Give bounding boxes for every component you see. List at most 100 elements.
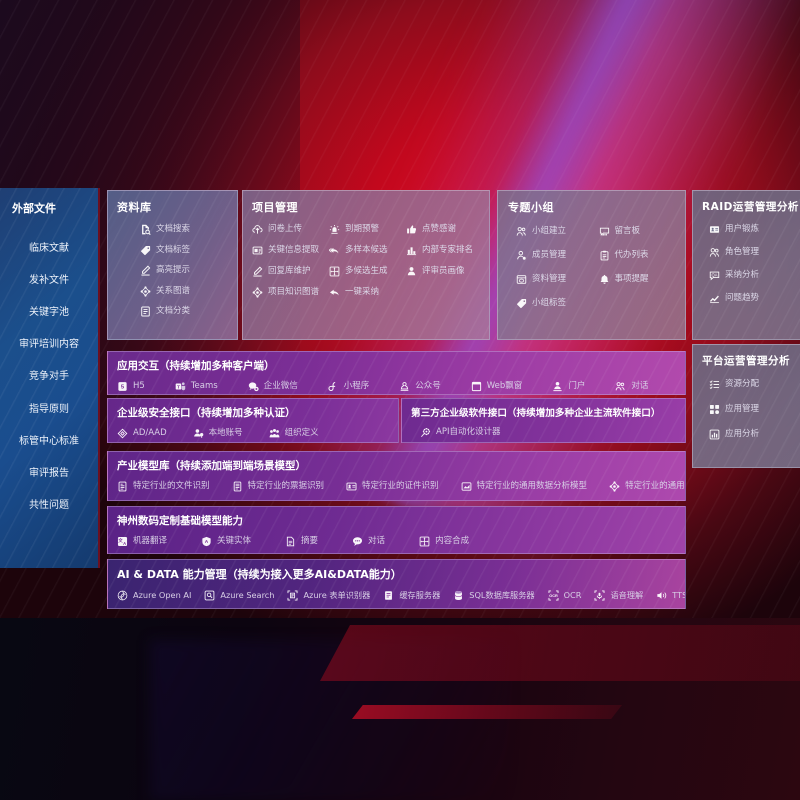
bell-icon bbox=[599, 274, 610, 285]
group-item-reminder[interactable]: 事项提醒 bbox=[599, 274, 678, 285]
project-item-knowledge-graph[interactable]: 项目知识图谱 bbox=[252, 287, 327, 298]
band-app-item-h5[interactable]: 5 H5 bbox=[117, 381, 145, 392]
svg-text:QA: QA bbox=[712, 272, 718, 277]
band-ai-item-openai[interactable]: Azure Open AI bbox=[117, 590, 191, 601]
band-ai-item-cache-server[interactable]: 缓存服务器 bbox=[383, 590, 440, 601]
sidebar-item-5[interactable]: 指导原则 bbox=[29, 403, 69, 415]
svg-text:A: A bbox=[205, 539, 209, 545]
project-item-upload[interactable]: 问卷上传 bbox=[252, 224, 327, 235]
band-model-item-knowledge-graph[interactable]: 特定行业的通用知识图谱模型 bbox=[609, 481, 685, 492]
graph-network-icon bbox=[140, 285, 151, 297]
group-item-create[interactable]: 小组建立 bbox=[516, 226, 595, 237]
library-item-doc-search[interactable]: 文档搜索 bbox=[140, 224, 237, 235]
project-item-expert-rank[interactable]: 内部专家排名 bbox=[406, 245, 481, 256]
project-item-extract[interactable]: 关键信息提取 bbox=[252, 245, 327, 256]
band-app-item-portal[interactable]: 门户 bbox=[552, 381, 585, 392]
sidebar-item-6[interactable]: 标管中心标准 bbox=[19, 435, 79, 447]
platform-item-resource[interactable]: 资源分配 bbox=[709, 379, 800, 390]
band-dcits-item-content-synth[interactable]: 内容合成 bbox=[419, 536, 469, 547]
library-item-graph[interactable]: 关系图谱 bbox=[140, 285, 237, 297]
library-item-doc-class[interactable]: 文档分类 bbox=[140, 306, 237, 317]
band-app-item-teams[interactable]: T Teams bbox=[175, 381, 218, 392]
band-dcits-item-entity[interactable]: A 关键实体 bbox=[201, 536, 251, 547]
band-ai-item-tts[interactable]: TTS bbox=[656, 590, 686, 601]
band-ai-item-ocr[interactable]: OCR OCR bbox=[548, 590, 581, 601]
sidebar-item-1[interactable]: 发补文件 bbox=[29, 274, 69, 286]
graph-network-icon bbox=[252, 287, 263, 298]
platform-item-app-mgmt[interactable]: 应用管理 bbox=[709, 404, 800, 415]
doc-search-icon bbox=[140, 224, 151, 235]
band-api-title: 第三方企业级软件接口（持续增加多种企业主流软件接口） bbox=[411, 408, 661, 419]
sidebar-item-2[interactable]: 关键字池 bbox=[29, 306, 69, 318]
band-ai-item-sql-server[interactable]: SQL数据库服务器 bbox=[453, 590, 535, 601]
sidebar-item-7[interactable]: 审评报告 bbox=[29, 467, 69, 479]
project-item-one-click-adopt[interactable]: 一键采纳 bbox=[329, 287, 404, 298]
raid-item-user[interactable]: 用户锻炼 bbox=[709, 224, 800, 235]
raid-item-trend[interactable]: 问题趋势 bbox=[709, 293, 800, 304]
band-ai-item-label: Azure Search bbox=[220, 590, 275, 601]
group-item-material[interactable]: 资料管理 bbox=[516, 274, 595, 285]
group-grid: 小组建立 留言板 成员管理 代办列表 资料管理 事项提醒 bbox=[498, 226, 685, 309]
band-app-item-wecom[interactable]: 企业微信 bbox=[248, 381, 298, 392]
band-model-item-receipt-recognition[interactable]: 特定行业的票据识别 bbox=[232, 481, 324, 492]
band-model-item-data-analysis[interactable]: 特定行业的通用数据分析模型 bbox=[461, 481, 587, 492]
project-item-thanks[interactable]: 点赞感谢 bbox=[406, 224, 481, 235]
raid-item-adoption[interactable]: QA 采纳分析 bbox=[709, 270, 800, 281]
project-item-reviewer-profile[interactable]: 评审员画像 bbox=[406, 266, 481, 277]
band-dcits-item-label: 摘要 bbox=[301, 536, 319, 547]
band-app-item-dialog[interactable]: 对话 bbox=[615, 381, 648, 392]
band-security-item-local-account[interactable]: 本地账号 bbox=[193, 428, 243, 439]
band-dcits-item-dialog[interactable]: 对话 bbox=[352, 536, 385, 547]
extract-window-icon bbox=[252, 245, 263, 256]
band-model-item-file-recognition[interactable]: 特定行业的文件识别 bbox=[117, 481, 210, 492]
band-dcits-item-label: 机器翻译 bbox=[133, 536, 168, 547]
band-model-item-id-recognition[interactable]: 特定行业的证件识别 bbox=[346, 481, 439, 492]
project-item-reply-lib[interactable]: 回复库维护 bbox=[252, 266, 327, 277]
band-security-item-adaad[interactable]: AD/AAD bbox=[117, 428, 167, 439]
raid-item-label: 角色管理 bbox=[725, 247, 760, 258]
project-item-multi-sample[interactable]: 多样本候选 bbox=[329, 245, 404, 256]
raid-item-role[interactable]: 角色管理 bbox=[709, 247, 800, 258]
band-ai-item-speech[interactable]: 语音理解 bbox=[594, 590, 643, 601]
background-shape-slab bbox=[320, 625, 800, 681]
band-ai-item-label: SQL数据库服务器 bbox=[469, 590, 535, 601]
svg-text:A: A bbox=[123, 541, 126, 546]
library-item-highlight[interactable]: 高亮提示 bbox=[140, 265, 237, 276]
band-app-item-label: H5 bbox=[133, 381, 145, 392]
group-item-todo[interactable]: 代办列表 bbox=[599, 250, 678, 261]
sidebar-item-4[interactable]: 竞争对手 bbox=[29, 371, 69, 383]
project-item-multi-gen[interactable]: 多候选生成 bbox=[329, 266, 404, 277]
group-item-label: 资料管理 bbox=[532, 274, 567, 285]
raid-panel: RAID运营管理分析 用户锻炼 角色管理 QA 采纳分析 问题趋势 bbox=[692, 190, 800, 340]
band-app-item-miniprogram[interactable]: 小程序 bbox=[328, 381, 369, 392]
band-dcits-item-summary[interactable]: 摘要 bbox=[285, 536, 318, 547]
band-ai-item-label: TTS bbox=[672, 590, 686, 601]
band-app-item-official-account[interactable]: 公众号 bbox=[399, 381, 441, 392]
band-app-item-web-popup[interactable]: Web飘窗 bbox=[471, 381, 522, 392]
band-ai-row: Azure Open AI Azure Search Azure 表单识别器 缓… bbox=[108, 590, 685, 601]
group-item-members[interactable]: 成员管理 bbox=[516, 250, 595, 261]
band-api-item-designer[interactable]: API自动化设计器 bbox=[420, 427, 500, 438]
project-item-due-alert[interactable]: 到期预警 bbox=[329, 224, 404, 235]
app-analytics-icon bbox=[709, 429, 720, 440]
raid-item-label: 采纳分析 bbox=[725, 270, 760, 281]
library-item-doc-tag[interactable]: 文档标签 bbox=[140, 245, 237, 256]
platform-item-app-analytics[interactable]: 应用分析 bbox=[709, 429, 800, 440]
data-analysis-icon bbox=[461, 481, 472, 492]
receipt-icon bbox=[232, 481, 243, 492]
person-key-icon bbox=[193, 428, 204, 439]
sidebar-item-3[interactable]: 审评培训内容 bbox=[19, 339, 79, 351]
sidebar-item-0[interactable]: 临床文献 bbox=[29, 242, 69, 254]
sidebar-item-8[interactable]: 共性问题 bbox=[29, 500, 69, 512]
band-ai-item-form-recognizer[interactable]: Azure 表单识别器 bbox=[287, 590, 370, 601]
band-security-item-org-def[interactable]: 组织定义 bbox=[269, 428, 319, 439]
group-item-board[interactable]: 留言板 bbox=[599, 226, 678, 237]
band-security-interface: 企业级安全接口（持续增加多种认证） AD/AAD 本地账号 组织定义 bbox=[107, 398, 399, 443]
band-security-title: 企业级安全接口（持续增加多种认证） bbox=[117, 407, 296, 419]
group-item-tag[interactable]: 小组标签 bbox=[516, 298, 595, 309]
band-ai-item-search[interactable]: Azure Search bbox=[204, 590, 274, 601]
project-item-label: 项目知识图谱 bbox=[268, 287, 320, 298]
library-title: 资料库 bbox=[117, 201, 152, 214]
tts-icon bbox=[656, 590, 667, 601]
